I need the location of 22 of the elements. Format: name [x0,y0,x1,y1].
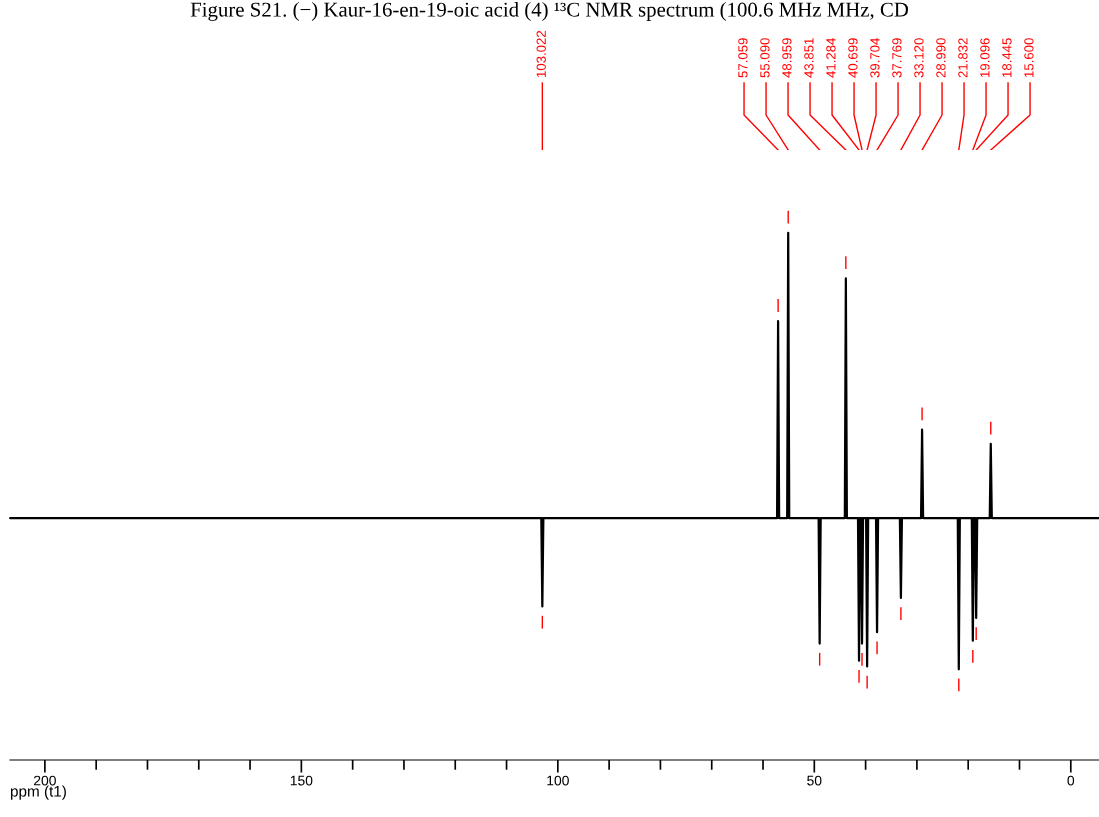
x-tick-label: 0 [1067,775,1075,786]
text: 18.445 [1002,38,1012,77]
text: 15.600 [1024,38,1034,77]
x-tick-label: 150 [290,775,313,786]
text: 28.990 [936,38,946,78]
text: 55.090 [760,38,770,78]
text: 19.096 [980,38,990,77]
chart-title: Figure S21. (−) Kaur-16-en-19-oic acid (4) ¹³C NMR spectrum (100.6 MHz MHz, CD [190,2,909,21]
x-axis-title: ppm (t1) [10,785,66,800]
x-tick-label: 200 [33,775,56,786]
text: 43.851 [804,38,814,78]
text: 103.022 [536,30,546,77]
x-tick-label: 100 [547,775,569,786]
text: 39.704 [870,38,880,78]
text: 48.959 [782,38,792,78]
text: 33.120 [914,38,924,78]
text: 40.699 [848,38,858,78]
text: 41.284 [826,38,836,78]
text: 21.832 [958,38,968,78]
text: 57.059 [738,38,748,78]
x-tick-label: 50 [807,775,822,786]
text: 37.769 [892,38,902,78]
